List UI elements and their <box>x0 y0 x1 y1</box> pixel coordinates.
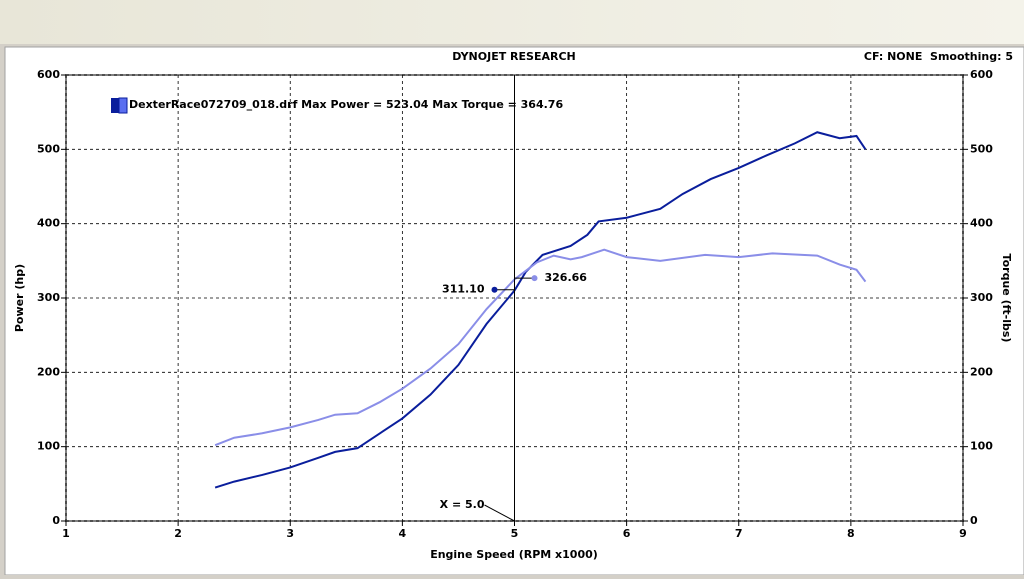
y2-axis-label: Torque (ft-lbs) <box>1000 254 1013 343</box>
chart-title: DYNOJET RESEARCH <box>452 50 575 63</box>
power-label: 311.10 <box>442 283 485 296</box>
x-tick-label: 8 <box>847 527 855 540</box>
x-tick-label: 9 <box>959 527 967 540</box>
y-tick-label: 400 <box>37 217 60 230</box>
legend-swatch <box>118 97 128 114</box>
settings: CF: NONE Smoothing: 5 <box>864 50 1013 63</box>
legend-swatch <box>111 98 119 113</box>
y-tick-label: 300 <box>37 291 60 304</box>
cursor-leader <box>484 504 515 522</box>
y2-tick-label: 300 <box>970 291 993 304</box>
torque-marker <box>531 275 538 282</box>
torque-label: 326.66 <box>545 271 588 284</box>
y2-tick-label: 600 <box>970 68 993 81</box>
y-tick-label: 0 <box>52 514 60 527</box>
x-tick-label: 2 <box>174 527 182 540</box>
cursor-x-label: X = 5.0 <box>440 498 485 511</box>
y-tick-label: 200 <box>37 365 60 378</box>
y2-tick-label: 200 <box>970 365 993 378</box>
series-line <box>214 248 867 447</box>
y-tick-label: 500 <box>37 142 60 155</box>
x-tick-label: 5 <box>511 527 519 540</box>
x-tick-label: 7 <box>735 527 743 540</box>
power-marker <box>491 286 498 293</box>
y2-tick-label: 100 <box>970 440 993 453</box>
y2-tick-label: 500 <box>970 142 993 155</box>
y-tick-label: 600 <box>37 68 60 81</box>
y-tick-label: 100 <box>37 440 60 453</box>
x-tick-label: 1 <box>62 527 70 540</box>
x-axis-label: Engine Speed (RPM x1000) <box>430 548 598 561</box>
series-line <box>214 131 867 489</box>
x-tick-label: 4 <box>399 527 407 540</box>
legend-text: DexterRace072709_018.drf Max Power = 523… <box>129 98 563 111</box>
x-tick-label: 6 <box>623 527 631 540</box>
x-tick-label: 3 <box>286 527 294 540</box>
y-axis-label: Power (hp) <box>13 264 26 332</box>
y2-tick-label: 400 <box>970 217 993 230</box>
top-strip <box>0 0 1024 44</box>
y2-tick-label: 0 <box>970 514 978 527</box>
